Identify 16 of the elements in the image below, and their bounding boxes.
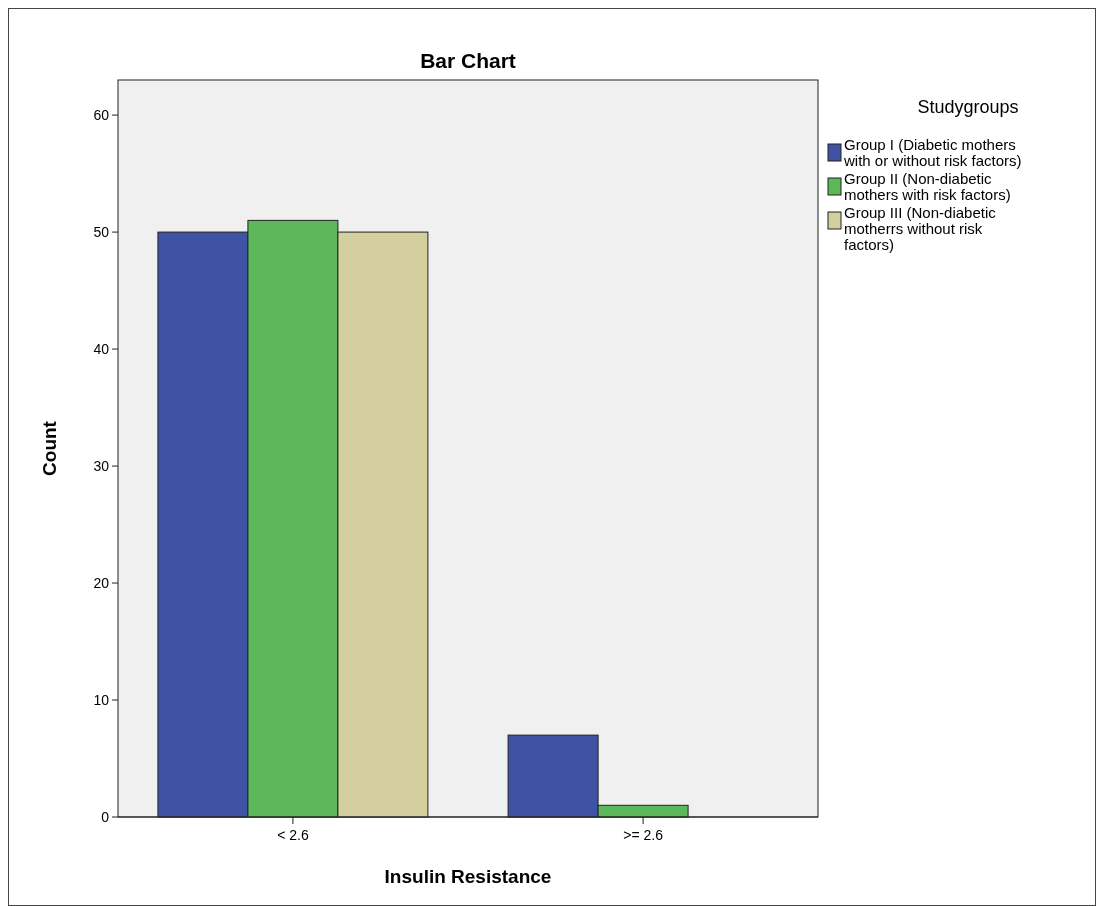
legend-title: Studygroups <box>917 97 1019 117</box>
x-tick-label: >= 2.6 <box>623 827 664 843</box>
y-tick-label: 60 <box>93 107 110 123</box>
legend-label: Group II (Non-diabetic mothers with risk factors) <box>844 170 1011 203</box>
y-tick-label: 0 <box>101 808 110 825</box>
legend-label: Group III (Non-diabetic motherrs without risk factors) <box>844 204 997 253</box>
y-tick-label: 50 <box>93 223 110 240</box>
chart-title: Bar Chart <box>420 49 516 72</box>
y-tick-label: 10 <box>93 691 110 708</box>
y-tick-label: 30 <box>93 457 110 474</box>
x-tick-label: < 2.6 <box>277 827 309 843</box>
y-axis-title: Count <box>39 420 60 476</box>
x-axis-title: Insulin Resistance <box>384 866 552 887</box>
y-tick-label: 20 <box>93 574 110 591</box>
legend-label: Group I (Diabetic mothers with or without risk factors) <box>843 136 1022 169</box>
y-tick-label: 40 <box>93 340 110 357</box>
